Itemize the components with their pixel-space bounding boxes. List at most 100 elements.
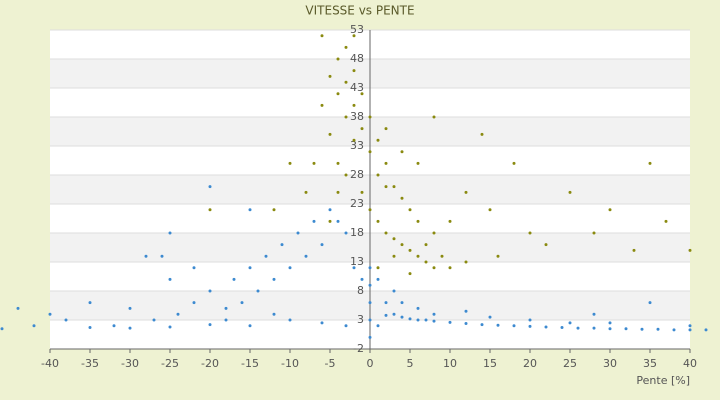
point (592, 326, 596, 330)
point (448, 266, 452, 270)
y-tick-label: 38 (350, 110, 364, 123)
point (688, 328, 692, 332)
point (368, 335, 372, 339)
point (280, 243, 284, 247)
point (336, 92, 340, 96)
x-axis-label: Pente [%] (636, 374, 690, 387)
point (168, 277, 172, 281)
point (48, 312, 52, 316)
point (400, 196, 404, 200)
point (432, 312, 436, 316)
point (400, 150, 404, 154)
point (448, 320, 452, 324)
point (480, 132, 484, 136)
point (560, 326, 564, 330)
point (88, 326, 92, 330)
point (336, 57, 340, 61)
point (208, 289, 212, 293)
point (336, 161, 340, 165)
point (264, 254, 268, 258)
point (240, 301, 244, 305)
point (448, 219, 452, 223)
point (248, 208, 252, 212)
point (0, 327, 4, 331)
point (288, 161, 292, 165)
point (512, 161, 516, 165)
point (64, 318, 68, 322)
point (344, 231, 348, 235)
x-tick-label: -15 (241, 357, 259, 370)
point (576, 326, 580, 330)
point (168, 325, 172, 329)
point (640, 327, 644, 331)
point (384, 185, 388, 189)
point (384, 161, 388, 165)
y-tick-label: 13 (350, 255, 364, 268)
point (16, 306, 20, 310)
point (464, 309, 468, 313)
point (416, 306, 420, 310)
point (248, 324, 252, 328)
point (672, 328, 676, 332)
point (152, 318, 156, 322)
point (344, 45, 348, 49)
point (608, 321, 612, 325)
point (312, 161, 316, 165)
point (408, 272, 412, 276)
point (168, 231, 172, 235)
point (328, 74, 332, 78)
point (256, 289, 260, 293)
point (328, 219, 332, 223)
point (432, 319, 436, 323)
point (528, 231, 532, 235)
point (128, 326, 132, 330)
y-tick-label: 23 (350, 197, 364, 210)
point (464, 260, 468, 264)
point (544, 325, 548, 329)
point (688, 248, 692, 252)
point (608, 327, 612, 331)
point (368, 115, 372, 119)
point (408, 317, 412, 321)
point (376, 219, 380, 223)
point (632, 248, 636, 252)
point (488, 315, 492, 319)
point (416, 254, 420, 258)
x-tick-label: 25 (563, 357, 577, 370)
point (496, 323, 500, 327)
point (112, 324, 116, 328)
x-tick-label: -20 (201, 357, 219, 370)
y-tick-label: 43 (350, 81, 364, 94)
point (464, 321, 468, 325)
point (384, 231, 388, 235)
point (352, 34, 356, 38)
point (544, 243, 548, 247)
point (360, 277, 364, 281)
point (496, 254, 500, 258)
point (376, 277, 380, 281)
x-tick-label: 5 (407, 357, 414, 370)
point (224, 318, 228, 322)
point (592, 231, 596, 235)
point (352, 69, 356, 73)
point (424, 318, 428, 322)
y-tick-label: 3 (357, 313, 364, 326)
point (368, 283, 372, 287)
point (208, 323, 212, 327)
point (320, 243, 324, 247)
point (648, 161, 652, 165)
point (688, 324, 692, 328)
point (376, 173, 380, 177)
point (368, 318, 372, 322)
y-tick-label: 28 (350, 168, 364, 181)
point (384, 127, 388, 131)
point (624, 327, 628, 331)
point (344, 80, 348, 84)
point (528, 318, 532, 322)
point (352, 103, 356, 107)
x-tick-label: 0 (367, 357, 374, 370)
point (400, 315, 404, 319)
point (288, 266, 292, 270)
point (488, 208, 492, 212)
point (360, 190, 364, 194)
